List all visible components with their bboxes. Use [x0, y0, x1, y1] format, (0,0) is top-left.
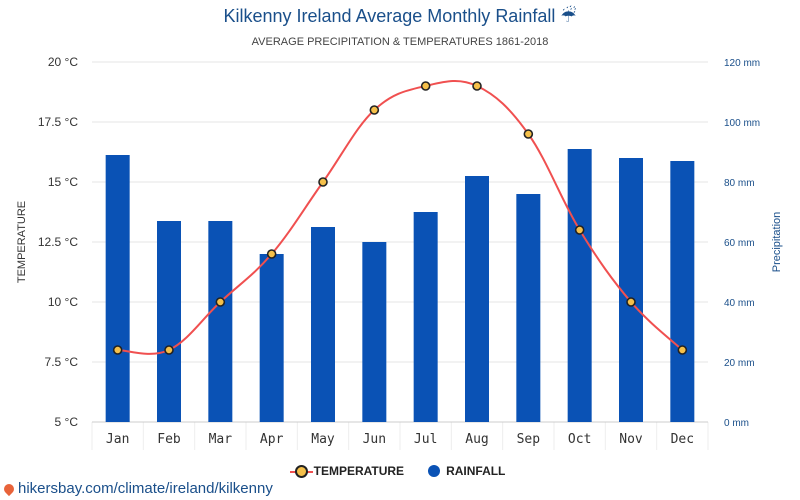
footer-link[interactable]: hikersbay.com/climate/ireland/kilkenny	[1, 480, 273, 497]
left-axis-tick-label: 7.5 °C	[45, 355, 79, 369]
rainfall-bar	[105, 155, 130, 422]
x-axis-tick-label: Jan	[106, 432, 129, 447]
x-axis-tick-label: Feb	[157, 432, 181, 447]
temperature-point	[215, 297, 226, 307]
rainfall-marker-icon	[428, 465, 441, 477]
x-axis-tick-label: Mar	[209, 432, 233, 447]
umbrella-icon: ☔	[560, 6, 577, 26]
chart-subtitle: AVERAGE PRECIPITATION & TEMPERATURES 186…	[251, 36, 549, 48]
rainfall-bar	[362, 242, 387, 422]
temperature-marker-icon	[289, 464, 313, 478]
left-axis-tick-label: 17.5 °C	[38, 115, 78, 129]
legend-item-rainfall[interactable]: RAINFALL	[428, 464, 505, 478]
right-axis-tick-label: 40 mm	[724, 298, 755, 309]
rainfall-bar	[413, 212, 438, 422]
rainfall-bar	[311, 227, 335, 422]
x-axis-tick-label: Apr	[260, 432, 284, 447]
temperature-point	[318, 177, 328, 187]
rainfall-bar	[157, 221, 181, 422]
right-axis-tick-label: 100 mm	[724, 118, 760, 129]
chart-title-text: Kilkenny Ireland Average Monthly Rainfal…	[223, 6, 556, 26]
left-axis-title: TEMPERATURE	[16, 200, 28, 284]
left-axis-tick-label: 10 °C	[48, 295, 78, 309]
right-axis-tick-label: 20 mm	[724, 358, 755, 369]
left-axis-tick-label: 5 °C	[55, 415, 79, 429]
rainfall-bar	[670, 161, 695, 422]
left-axis-tick-label: 12.5 °C	[38, 235, 78, 249]
x-axis-tick-label: Jul	[414, 432, 437, 447]
temperature-point	[677, 345, 688, 355]
temperature-point	[420, 81, 431, 91]
right-axis-title: Precipitation	[771, 211, 783, 273]
chart-title: Kilkenny Ireland Average Monthly Rainfal…	[0, 6, 800, 27]
temperature-point	[472, 81, 482, 91]
right-axis-tick-label: 120 mm	[724, 58, 760, 69]
right-axis-tick-label: 0 mm	[724, 418, 749, 429]
temperature-point	[112, 345, 123, 355]
x-axis-tick-label: Aug	[465, 432, 488, 447]
location-pin-icon	[1, 481, 17, 496]
temperature-point	[626, 297, 636, 307]
x-axis-tick-label: Jun	[363, 432, 386, 447]
left-axis-tick-label: 15 °C	[48, 175, 78, 189]
right-axis-tick-label: 60 mm	[724, 238, 755, 249]
temperature-point	[523, 129, 534, 139]
rainfall-bar	[259, 254, 284, 422]
rainfall-bar	[465, 176, 489, 422]
x-axis-tick-label: Nov	[619, 432, 643, 447]
right-axis-tick-label: 80 mm	[724, 178, 755, 189]
temperature-point	[164, 345, 174, 355]
rainfall-bar	[516, 194, 541, 422]
temperature-point	[266, 249, 277, 259]
x-axis-tick-label: Sep	[517, 432, 541, 447]
x-axis-tick-label: Oct	[568, 432, 591, 447]
temperature-point	[369, 105, 380, 115]
legend: TEMPERATURE RAINFALL	[0, 464, 800, 478]
legend-item-temperature[interactable]: TEMPERATURE	[289, 464, 405, 478]
rainfall-bar	[567, 149, 592, 422]
footer-text: hikersbay.com/climate/ireland/kilkenny	[18, 480, 273, 497]
legend-label-rainfall: RAINFALL	[446, 464, 506, 478]
x-axis-tick-label: Dec	[671, 432, 694, 447]
rainfall-bar	[619, 158, 643, 422]
legend-label-temperature: TEMPERATURE	[313, 464, 405, 478]
rainfall-bar	[208, 221, 233, 422]
temperature-point	[574, 225, 585, 235]
left-axis-tick-label: 20 °C	[48, 55, 78, 69]
x-axis-tick-label: May	[311, 432, 335, 447]
